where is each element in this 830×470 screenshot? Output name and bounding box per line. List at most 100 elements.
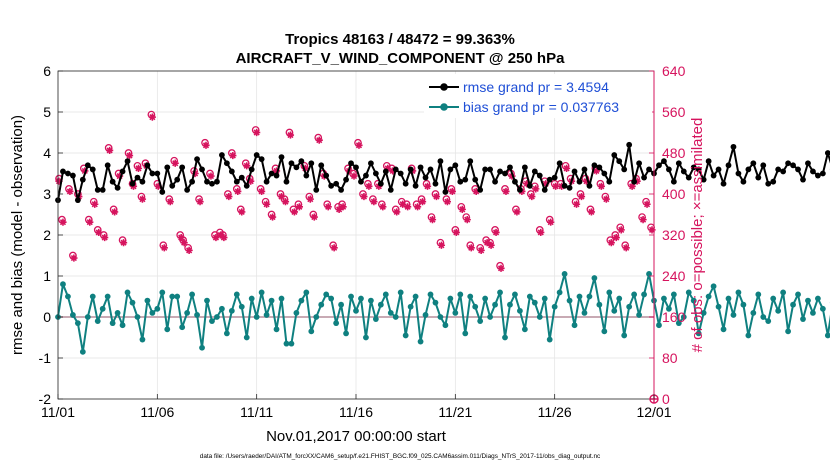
- rmse-point: [646, 166, 652, 173]
- bias-point: [427, 291, 434, 298]
- obs-assimilated-point: [639, 216, 647, 224]
- rmse-point: [134, 174, 141, 181]
- obs-assimilated-point: [253, 128, 261, 137]
- bias-point: [293, 310, 300, 316]
- obs-assimilated-point: [477, 246, 485, 254]
- y-right-tick-label: 80: [662, 350, 678, 366]
- bias-point: [199, 344, 205, 351]
- bias-point: [636, 312, 642, 318]
- bias-point: [472, 303, 479, 310]
- obs-assimilated-point: [86, 218, 94, 226]
- rmse-point: [248, 166, 255, 173]
- obs-assimilated-point: [310, 213, 318, 221]
- obs-assimilated-point: [217, 231, 225, 239]
- obs-assimilated-point: [272, 167, 281, 175]
- obs-assimilated-point: [487, 241, 495, 249]
- legend-rmse-marker: [440, 83, 448, 91]
- rmse-point: [427, 166, 434, 173]
- rmse-point: [209, 180, 215, 187]
- bias-point: [765, 318, 772, 324]
- obs-assimilated-point: [467, 244, 475, 252]
- bias-point: [487, 314, 493, 320]
- bias-point: [164, 326, 171, 333]
- rmse-point: [477, 187, 484, 193]
- bias-point: [596, 301, 603, 308]
- bias-point: [358, 295, 364, 302]
- y-left-tick-label: 6: [43, 63, 51, 79]
- bias-point: [268, 297, 275, 304]
- obs-assimilated-point: [95, 228, 103, 237]
- obs-assimilated-point: [552, 182, 560, 190]
- obs-assimilated-point: [443, 198, 451, 206]
- bias-point: [616, 295, 623, 302]
- y-right-tick-label: 560: [662, 104, 686, 120]
- x-axis-ticks: 11/01 11/06 11/11 11/16 11/21 11/26 12/01: [41, 394, 672, 420]
- rmse-point: [412, 182, 419, 189]
- bias-point: [303, 289, 310, 296]
- bias-point: [184, 310, 191, 316]
- bias-point: [556, 289, 563, 296]
- rmse-series: [55, 141, 830, 204]
- rmse-point: [571, 168, 578, 175]
- obs-assimilated-point: [633, 177, 641, 185]
- bias-point: [313, 314, 320, 320]
- bias-point: [174, 293, 181, 300]
- y-right-tick-label: 160: [662, 309, 686, 325]
- rmse-point: [348, 160, 354, 167]
- y-axis-right-label: # of obs: o=possible; ×=assimilated: [689, 118, 706, 353]
- bias-point: [452, 310, 459, 316]
- bias-point: [238, 303, 245, 310]
- obs-assimilated-point: [191, 169, 199, 178]
- y-left-tick-label: -2: [39, 391, 52, 407]
- bias-point: [278, 295, 285, 302]
- obs-assimilated-point: [418, 198, 427, 206]
- bias-point: [601, 328, 608, 335]
- rmse-point: [60, 168, 66, 175]
- obs-assimilated-point: [404, 203, 412, 211]
- obs-assimilated-point: [523, 180, 531, 188]
- rmse-point: [497, 168, 503, 175]
- y-left-tick-label: 1: [43, 268, 51, 284]
- bias-point: [482, 295, 489, 302]
- obs-assimilated-point: [558, 182, 566, 190]
- rmse-point: [124, 158, 131, 165]
- rmse-point: [735, 170, 742, 177]
- bias-point: [70, 312, 76, 318]
- bias-point: [621, 332, 628, 339]
- obs-assimilated-point: [365, 182, 373, 190]
- obs-assimilated-point: [360, 192, 368, 201]
- bias-point: [517, 307, 523, 314]
- rmse-point: [700, 176, 707, 183]
- bias-point: [670, 291, 677, 298]
- bias-point: [134, 314, 141, 320]
- rmse-point: [392, 166, 399, 173]
- bias-point: [606, 289, 613, 296]
- x-tick-label: 11/26: [538, 404, 572, 420]
- obs-assimilated-point: [66, 187, 74, 196]
- obs-assimilated-point: [220, 233, 228, 242]
- rmse-point: [358, 178, 364, 185]
- rmse-point: [819, 170, 826, 177]
- obs-assimilated-point: [562, 164, 571, 172]
- rmse-point: [79, 176, 86, 183]
- rmse-point: [591, 162, 598, 169]
- bias-point: [641, 291, 647, 298]
- rmse-point: [526, 182, 533, 189]
- obs-assimilated-point: [648, 226, 656, 234]
- obs-assimilated-point: [612, 233, 620, 242]
- rmse-point: [636, 160, 642, 167]
- obs-assimilated-point: [315, 136, 323, 144]
- rmse-point: [780, 168, 787, 175]
- rmse-point: [323, 172, 330, 179]
- bias-point: [129, 299, 136, 306]
- bias-point: [94, 318, 101, 324]
- rmse-point: [517, 187, 523, 193]
- bias-point: [209, 318, 215, 324]
- rmse-point: [402, 180, 409, 187]
- bias-point: [462, 330, 469, 337]
- bias-point: [74, 320, 81, 327]
- rmse-point: [606, 178, 613, 185]
- rmse-point: [685, 174, 692, 181]
- rmse-point: [437, 158, 444, 165]
- obs-assimilated-point: [528, 192, 536, 201]
